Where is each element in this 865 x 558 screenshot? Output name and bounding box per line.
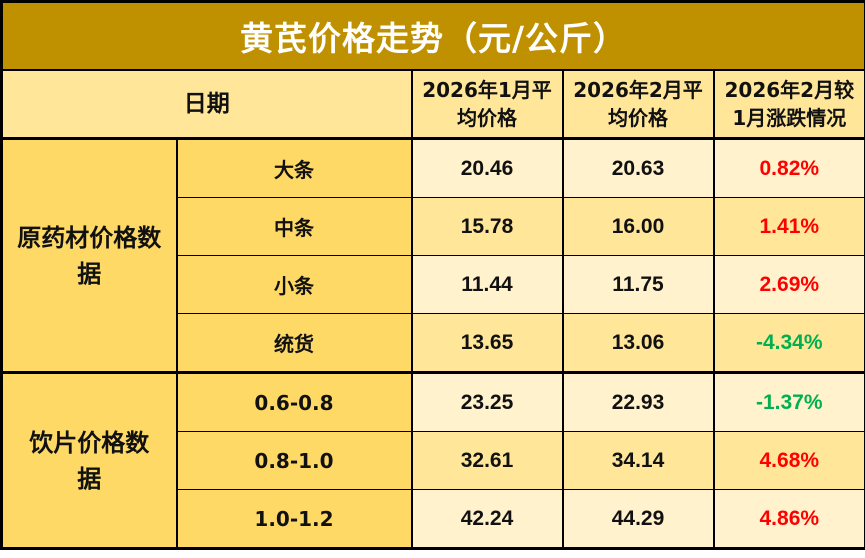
jan-price: 13.65: [410, 313, 564, 373]
group-label-text: 饮片价格数据: [29, 428, 150, 493]
change-pct: 2.69%: [712, 255, 865, 314]
group-label-decoction-pieces: 饮片价格数据: [0, 371, 178, 550]
spec-label: 统货: [175, 313, 413, 373]
feb-price: 11.75: [561, 255, 715, 314]
table-row: 原药材价格数据 大条 20.46 20.63 0.82%: [0, 137, 865, 374]
spec-label: 大条: [175, 137, 413, 198]
table-title: 黄芪价格走势（元/公斤）: [0, 0, 865, 71]
jan-price: 20.46: [410, 137, 564, 198]
spec-label: 1.0-1.2: [175, 489, 413, 550]
header-change-text: 2026年2月较1月涨跌情况: [724, 78, 855, 130]
header-date: 日期: [0, 69, 413, 140]
table-row: 饮片价格数据 0.6-0.8 23.25 22.93 -1.37%: [0, 371, 865, 550]
group-label-raw-material: 原药材价格数据: [0, 137, 178, 374]
change-pct: 4.68%: [712, 431, 865, 490]
table-row: 0.8-1.0 32.61 34.14 4.68%: [2, 431, 865, 490]
change-pct: 4.86%: [712, 489, 865, 550]
title-row: 黄芪价格走势（元/公斤）: [0, 0, 865, 71]
change-pct: 1.41%: [712, 197, 865, 256]
feb-price: 22.93: [561, 371, 715, 432]
header-feb-avg: 2026年2月平均价格: [561, 69, 715, 140]
jan-price: 11.44: [410, 255, 564, 314]
feb-price: 34.14: [561, 431, 715, 490]
change-pct: 0.82%: [712, 137, 865, 198]
jan-price: 15.78: [410, 197, 564, 256]
jan-price: 23.25: [410, 371, 564, 432]
header-change: 2026年2月较1月涨跌情况: [712, 69, 865, 140]
header-jan-avg-text: 2026年1月平均价格: [422, 78, 552, 130]
header-jan-avg: 2026年1月平均价格: [410, 69, 564, 140]
table-row: 统货 13.65 13.06 -4.34%: [2, 313, 865, 373]
change-pct: -4.34%: [712, 313, 865, 373]
feb-price: 16.00: [561, 197, 715, 256]
header-row: 日期 2026年1月平均价格 2026年2月平均价格 2026年2月较1月涨跌情…: [0, 69, 865, 140]
group-label-text: 原药材价格数据: [17, 223, 162, 288]
table-row: 1.0-1.2 42.24 44.29 4.86%: [2, 489, 865, 550]
feb-price: 44.29: [561, 489, 715, 550]
jan-price: 42.24: [410, 489, 564, 550]
table-row: 小条 11.44 11.75 2.69%: [2, 255, 865, 314]
spec-label: 小条: [175, 255, 413, 314]
feb-price: 13.06: [561, 313, 715, 373]
change-pct: -1.37%: [712, 371, 865, 432]
table-row: 中条 15.78 16.00 1.41%: [2, 197, 865, 256]
spec-label: 0.8-1.0: [175, 431, 413, 490]
spec-label: 中条: [175, 197, 413, 256]
feb-price: 20.63: [561, 137, 715, 198]
header-feb-avg-text: 2026年2月平均价格: [573, 78, 703, 130]
spec-label: 0.6-0.8: [175, 371, 413, 432]
jan-price: 32.61: [410, 431, 564, 490]
